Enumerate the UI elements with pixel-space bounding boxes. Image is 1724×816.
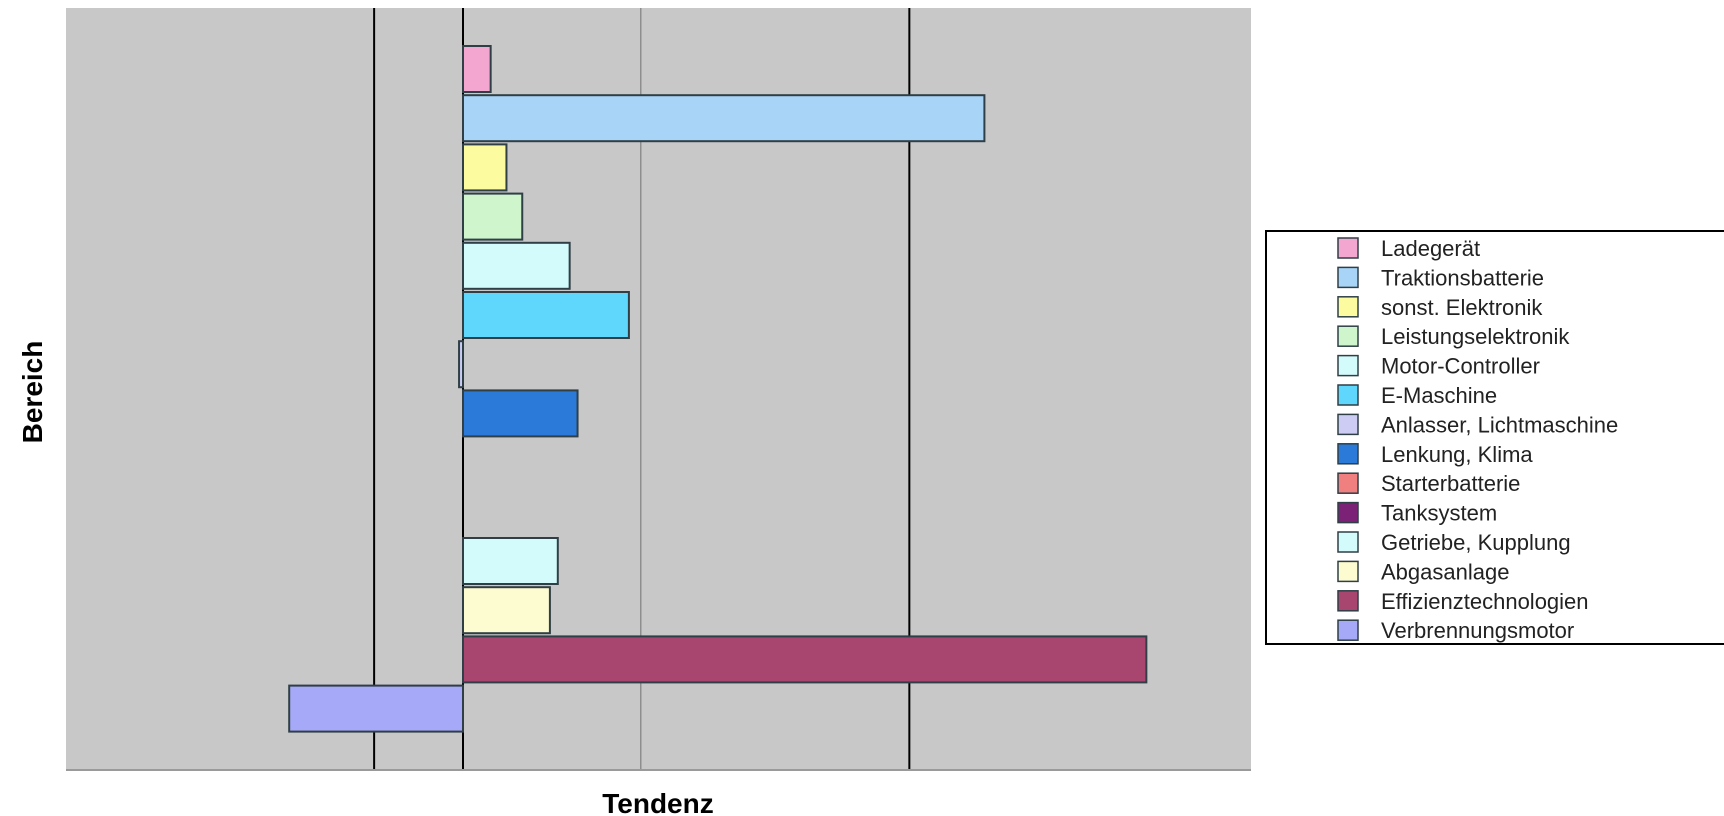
bar-anlasser-lichtmaschine (458, 340, 464, 389)
legend-swatch-9 (1337, 501, 1359, 524)
bar-abgasanlage (462, 586, 551, 635)
bar-e-maschine (462, 291, 630, 339)
legend-swatch-10 (1337, 531, 1359, 553)
legend-swatch-2 (1337, 296, 1359, 318)
bar-getriebe-kupplung (462, 537, 559, 585)
legend: Ladegerät Traktionsbatterie sonst. Elektro… (1265, 230, 1724, 645)
legend-swatch-13 (1337, 619, 1359, 641)
legend-swatch-1 (1337, 266, 1359, 289)
x-axis-title: Tendenz (602, 788, 713, 816)
legend-swatch-4 (1337, 354, 1359, 377)
legend-label-3: Leistungselektronik (1381, 324, 1570, 349)
bars (288, 45, 1148, 733)
bar-leistungselektronik (462, 192, 524, 241)
legend-label-11: Abgasanlage (1381, 559, 1509, 584)
legend-label-4: Motor-Controller (1381, 354, 1540, 379)
legend-swatch-8 (1337, 472, 1359, 494)
bar-traktionsbatterie (462, 94, 986, 143)
legend-items: Ladegerät Traktionsbatterie sonst. Elektro… (1337, 236, 1618, 643)
legend-label-6: Anlasser, Lichtmaschine (1381, 412, 1618, 437)
legend-swatch-7 (1337, 443, 1359, 465)
legend-swatch-6 (1337, 413, 1359, 436)
legend-label-2: sonst. Elektronik (1381, 295, 1543, 320)
bar-motor-controller (462, 241, 571, 290)
bar-sonst-elektronik (462, 143, 508, 192)
legend-swatch-0 (1337, 237, 1359, 259)
legend-swatch-3 (1337, 325, 1359, 347)
legend-label-9: Tanksystem (1381, 501, 1497, 526)
legend-label-10: Getriebe, Kupplung (1381, 530, 1571, 555)
legend-swatch-11 (1337, 560, 1359, 583)
legend-label-12: Effizienztechnologien (1381, 589, 1589, 614)
legend-label-13: Verbrennungsmotor (1381, 618, 1574, 643)
bar-ladeger-t (462, 45, 492, 93)
y-axis-title: Bereich (17, 341, 48, 444)
bar-lenkung-klima (462, 389, 579, 438)
legend-swatch-5 (1337, 384, 1359, 406)
bar-verbrennungsmotor (288, 684, 465, 733)
legend-label-7: Lenkung, Klima (1381, 442, 1533, 467)
legend-label-1: Traktionsbatterie (1381, 265, 1544, 290)
legend-label-5: E-Maschine (1381, 383, 1497, 408)
legend-label-8: Starterbatterie (1381, 471, 1520, 496)
legend-swatch-12 (1337, 590, 1359, 612)
legend-label-0: Ladegerät (1381, 236, 1480, 261)
bar-effizienztechnologien (462, 635, 1148, 684)
